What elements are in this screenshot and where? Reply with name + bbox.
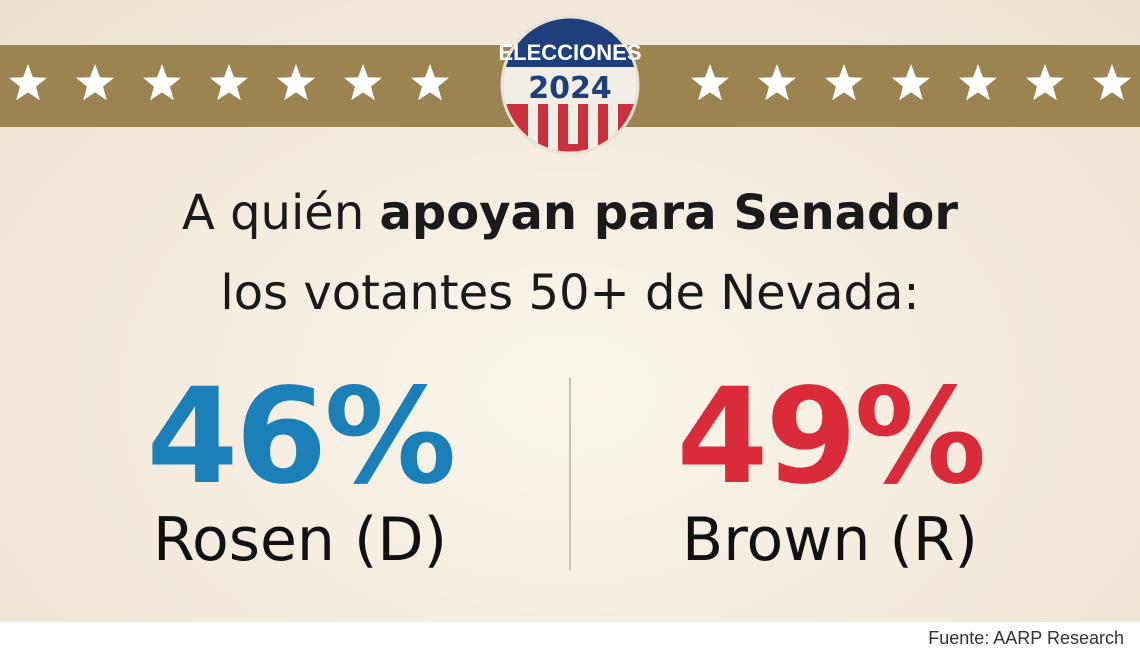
star	[210, 64, 248, 101]
percent: 49%	[676, 360, 987, 514]
title-line1: A quién apoyan para Senador	[0, 185, 1140, 241]
star	[143, 64, 181, 101]
star	[344, 64, 382, 101]
star	[76, 64, 114, 101]
star	[1026, 64, 1064, 101]
banner: ELECCIONES 2024	[0, 15, 1140, 155]
badge-line2: 2024	[528, 71, 612, 106]
candidate-name: Brown (R)	[682, 505, 978, 575]
candidate-name: Rosen (D)	[153, 505, 447, 575]
star	[277, 64, 315, 101]
title-bold: apoyan para Senador	[379, 185, 959, 241]
star	[825, 64, 863, 101]
badge-line1: ELECCIONES	[498, 40, 641, 65]
percent: 46%	[146, 360, 457, 514]
title-regular: A quién	[181, 185, 365, 241]
source: Fuente: AARP Research	[928, 628, 1124, 648]
star	[758, 64, 796, 101]
star	[892, 64, 930, 101]
star	[959, 64, 997, 101]
badge-ring	[500, 15, 640, 155]
star	[9, 64, 47, 101]
footer	[0, 622, 1140, 655]
stars	[9, 64, 1131, 101]
star	[1093, 64, 1131, 101]
divider	[569, 378, 571, 570]
star	[691, 64, 729, 101]
star	[411, 64, 449, 101]
title-line2: los votantes 50+ de Nevada:	[220, 265, 920, 321]
